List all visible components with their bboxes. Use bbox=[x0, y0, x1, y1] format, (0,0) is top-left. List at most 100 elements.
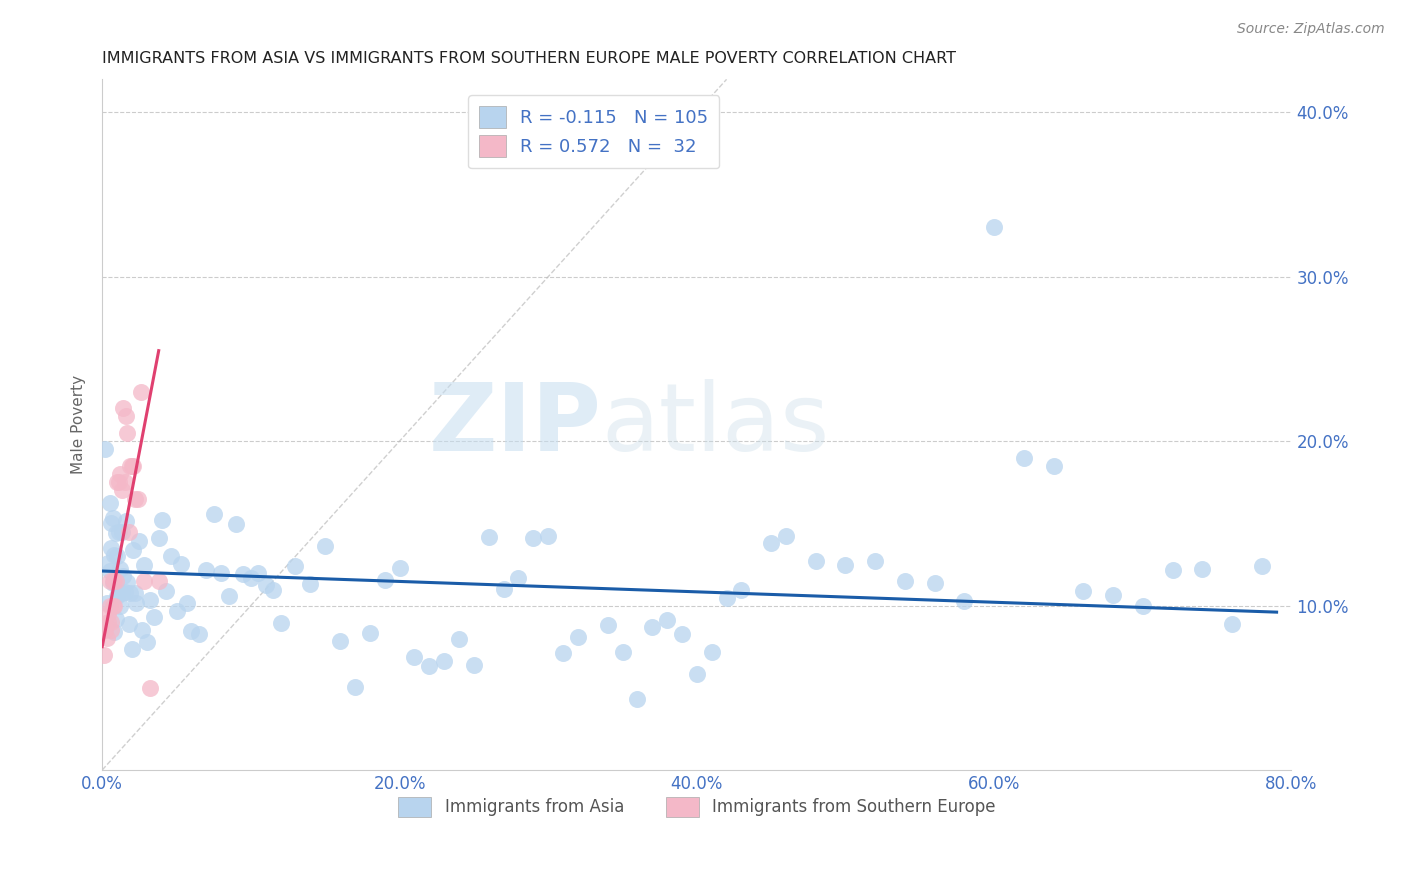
Point bbox=[122, 542, 145, 557]
Point bbox=[522, 531, 544, 545]
Point bbox=[700, 645, 723, 659]
Point bbox=[1073, 584, 1095, 599]
Point bbox=[492, 582, 515, 597]
Point bbox=[101, 511, 124, 525]
Point bbox=[150, 513, 173, 527]
Point bbox=[117, 425, 139, 440]
Point bbox=[270, 616, 292, 631]
Y-axis label: Male Poverty: Male Poverty bbox=[72, 376, 86, 475]
Point bbox=[262, 582, 284, 597]
Point bbox=[433, 654, 456, 668]
Point bbox=[299, 576, 322, 591]
Point bbox=[114, 585, 136, 599]
Point bbox=[107, 524, 129, 539]
Text: IMMIGRANTS FROM ASIA VS IMMIGRANTS FROM SOUTHERN EUROPE MALE POVERTY CORRELATION: IMMIGRANTS FROM ASIA VS IMMIGRANTS FROM … bbox=[103, 51, 956, 66]
Point bbox=[508, 571, 530, 585]
Point bbox=[418, 658, 440, 673]
Point bbox=[1250, 559, 1272, 574]
Point bbox=[96, 632, 118, 646]
Point bbox=[1132, 599, 1154, 614]
Point bbox=[96, 596, 118, 610]
Point bbox=[103, 574, 125, 588]
Point bbox=[132, 574, 155, 588]
Point bbox=[107, 475, 129, 490]
Point bbox=[97, 557, 120, 571]
Point bbox=[863, 554, 886, 568]
Point bbox=[100, 516, 122, 531]
Point bbox=[124, 586, 146, 600]
Point bbox=[122, 458, 145, 473]
Point bbox=[108, 599, 131, 613]
Point bbox=[132, 558, 155, 572]
Point bbox=[104, 526, 127, 541]
Point bbox=[374, 573, 396, 587]
Point bbox=[110, 586, 132, 600]
Point bbox=[124, 491, 146, 506]
Point bbox=[128, 533, 150, 548]
Point bbox=[537, 529, 560, 543]
Point bbox=[166, 604, 188, 618]
Point bbox=[232, 566, 254, 581]
Point bbox=[120, 586, 142, 600]
Point bbox=[105, 549, 128, 563]
Point bbox=[924, 576, 946, 591]
Point bbox=[110, 483, 132, 498]
Point bbox=[148, 574, 170, 588]
Point bbox=[143, 609, 166, 624]
Point bbox=[103, 599, 125, 613]
Point bbox=[716, 591, 738, 606]
Point bbox=[114, 475, 136, 490]
Point bbox=[225, 517, 247, 532]
Point bbox=[107, 584, 129, 599]
Point bbox=[98, 599, 121, 613]
Point bbox=[111, 569, 134, 583]
Point bbox=[983, 220, 1005, 235]
Point bbox=[247, 566, 270, 581]
Point bbox=[103, 548, 125, 562]
Point bbox=[115, 409, 138, 424]
Point bbox=[239, 571, 262, 585]
Point bbox=[101, 576, 124, 591]
Point bbox=[1102, 588, 1125, 602]
Point bbox=[894, 574, 917, 589]
Point bbox=[98, 565, 121, 579]
Text: ZIP: ZIP bbox=[429, 379, 602, 471]
Point bbox=[180, 624, 202, 639]
Point bbox=[834, 558, 856, 572]
Point bbox=[641, 620, 664, 634]
Point bbox=[100, 541, 122, 555]
Point bbox=[953, 594, 976, 608]
Legend: Immigrants from Asia, Immigrants from Southern Europe: Immigrants from Asia, Immigrants from So… bbox=[391, 790, 1002, 824]
Point bbox=[612, 645, 634, 659]
Point bbox=[120, 458, 142, 473]
Point bbox=[101, 599, 124, 613]
Point bbox=[105, 589, 128, 603]
Point bbox=[176, 596, 198, 610]
Point bbox=[567, 630, 589, 644]
Point bbox=[202, 508, 225, 522]
Point bbox=[655, 613, 678, 627]
Point bbox=[104, 612, 127, 626]
Point bbox=[596, 618, 619, 632]
Point bbox=[759, 535, 782, 549]
Point bbox=[131, 623, 153, 637]
Point bbox=[125, 596, 148, 610]
Point bbox=[148, 531, 170, 545]
Point bbox=[187, 627, 209, 641]
Point bbox=[115, 514, 138, 528]
Point bbox=[1191, 562, 1213, 576]
Point bbox=[118, 616, 141, 631]
Point bbox=[118, 524, 141, 539]
Point bbox=[329, 634, 352, 648]
Point bbox=[139, 593, 162, 607]
Point bbox=[671, 627, 693, 641]
Text: Source: ZipAtlas.com: Source: ZipAtlas.com bbox=[1237, 22, 1385, 37]
Point bbox=[121, 641, 143, 656]
Point bbox=[359, 626, 381, 640]
Point bbox=[1220, 616, 1243, 631]
Point bbox=[100, 615, 122, 629]
Point bbox=[155, 583, 177, 598]
Point bbox=[139, 681, 162, 695]
Point bbox=[94, 442, 117, 456]
Point bbox=[129, 384, 152, 399]
